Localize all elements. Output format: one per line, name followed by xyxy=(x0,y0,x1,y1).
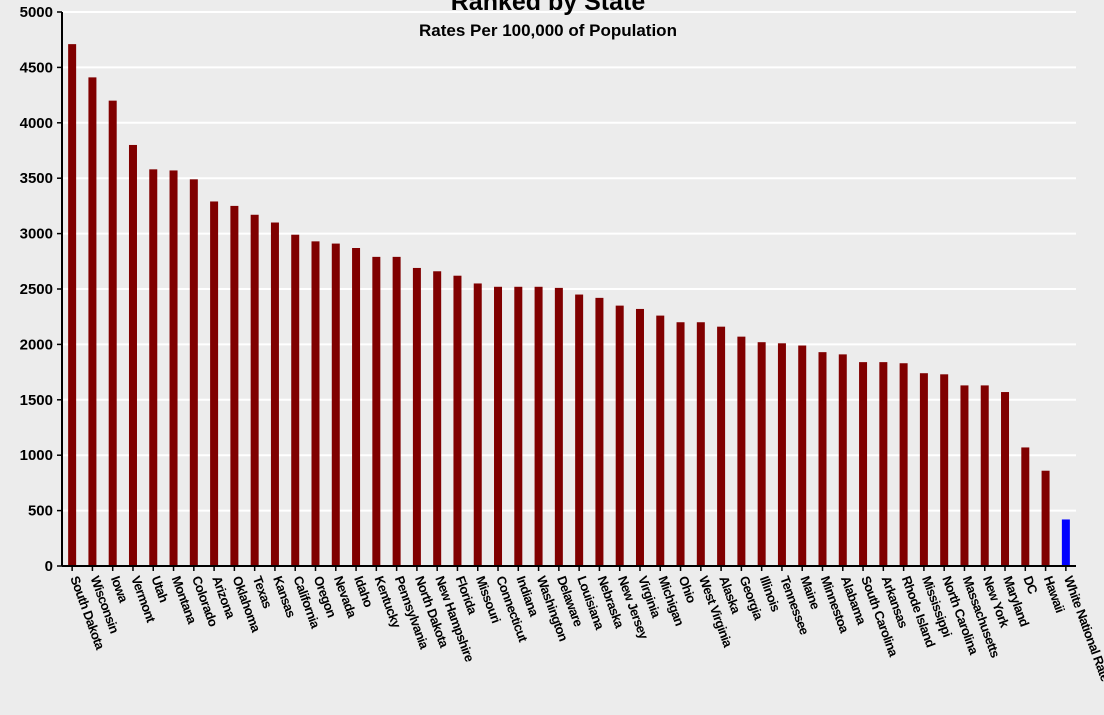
bar xyxy=(1041,470,1050,566)
x-tick-label: White National Rate xyxy=(1061,574,1104,683)
bar xyxy=(311,241,320,566)
bar xyxy=(676,322,685,566)
bar xyxy=(777,343,786,566)
bar xyxy=(960,385,969,566)
bar xyxy=(331,243,340,566)
bar xyxy=(980,385,989,566)
bar xyxy=(433,271,442,566)
bar xyxy=(859,362,868,566)
y-tick-label: 3000 xyxy=(20,226,53,243)
y-tick-label: 4000 xyxy=(20,115,53,132)
bar xyxy=(250,214,259,566)
bar xyxy=(879,362,888,566)
bar xyxy=(615,305,624,566)
bar xyxy=(1001,392,1010,566)
chart-title: Ranked by State xyxy=(451,0,646,16)
bar xyxy=(575,294,584,566)
bar xyxy=(88,77,97,566)
y-tick-label: 4500 xyxy=(20,59,53,76)
x-tick-labels: South DakotaWisconsinIowaVermontUtahMont… xyxy=(67,574,1104,683)
bars xyxy=(68,44,1070,567)
bar xyxy=(534,286,543,566)
bar xyxy=(372,256,381,566)
bar xyxy=(128,144,137,566)
y-tick-label: 500 xyxy=(28,503,53,520)
bar xyxy=(230,205,239,566)
bar xyxy=(514,286,523,566)
bar xyxy=(189,179,198,567)
bar xyxy=(149,169,158,566)
bar xyxy=(169,170,178,566)
y-tick-label: 1500 xyxy=(20,392,53,409)
chart-subtitle: Rates Per 100,000 of Population xyxy=(419,21,677,40)
bar xyxy=(453,275,462,566)
bar xyxy=(494,286,503,566)
bar xyxy=(717,326,726,566)
y-tick-label: 5000 xyxy=(20,4,53,21)
bar xyxy=(737,336,746,566)
bar xyxy=(899,363,908,566)
bar xyxy=(1021,447,1030,566)
bar xyxy=(940,374,949,566)
bar xyxy=(108,100,117,566)
bar xyxy=(392,256,401,566)
bar xyxy=(838,354,847,566)
bar xyxy=(656,315,665,566)
bar xyxy=(635,308,644,566)
bar xyxy=(352,248,361,566)
bar xyxy=(554,287,563,566)
bar xyxy=(412,267,421,566)
bar xyxy=(919,373,928,566)
y-tick-label: 2500 xyxy=(20,281,53,298)
y-tick-label: 0 xyxy=(45,558,53,575)
bar xyxy=(291,234,300,566)
y-tick-label: 1000 xyxy=(20,447,53,464)
x-tick-label: DC xyxy=(1020,574,1041,597)
bar xyxy=(1061,519,1070,566)
y-tick-label: 3500 xyxy=(20,170,53,187)
y-tick-label: 2000 xyxy=(20,336,53,353)
bar xyxy=(757,342,766,566)
bar xyxy=(210,201,219,566)
bar xyxy=(595,297,604,566)
bar xyxy=(818,352,827,566)
axes xyxy=(57,11,1076,571)
bar xyxy=(798,345,807,566)
bar xyxy=(696,322,705,566)
bar xyxy=(270,222,279,566)
bar xyxy=(68,44,77,566)
bar xyxy=(473,283,482,566)
y-tick-labels: 0 500 1000 1500 2000 2500 3000 3500 4000 4500 5000 xyxy=(20,4,53,575)
